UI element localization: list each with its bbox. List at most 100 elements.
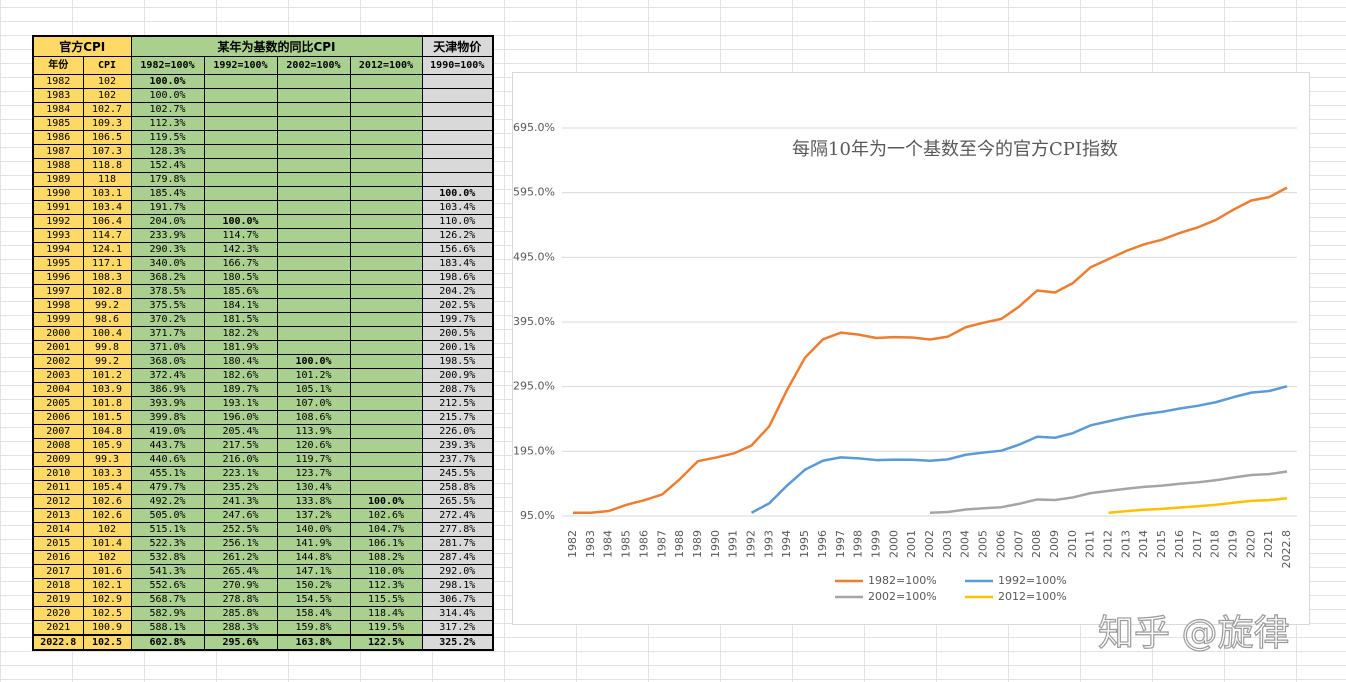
cell: 102.5 — [82, 634, 132, 651]
cell — [276, 74, 351, 89]
cell: 265.4% — [203, 564, 278, 579]
cell: 2014 — [32, 522, 84, 537]
cell — [203, 130, 278, 145]
cell: 183.4% — [421, 256, 494, 271]
cell — [276, 186, 351, 201]
cell — [203, 200, 278, 215]
cell: 371.0% — [130, 340, 205, 355]
x-tick-label: 2012 — [1102, 530, 1115, 558]
cell: 100.9 — [82, 620, 132, 636]
x-tick-label: 2018 — [1209, 530, 1222, 558]
x-tick-label: 1992 — [745, 530, 758, 558]
cell: 287.4% — [421, 550, 494, 565]
cell — [203, 88, 278, 103]
cell: 179.8% — [130, 172, 205, 187]
cell: 2005 — [32, 396, 84, 411]
cell: 281.7% — [421, 536, 494, 551]
cell: 1996 — [32, 270, 84, 285]
cell: 158.4% — [276, 606, 351, 621]
cell — [276, 312, 351, 327]
cell — [349, 270, 423, 285]
cell: 1985 — [32, 116, 84, 131]
x-tick-label: 1983 — [584, 530, 597, 558]
cell: 258.8% — [421, 480, 494, 495]
cell: 102 — [82, 88, 132, 103]
chart-title: 每隔10年为一个基数至今的官方CPI指数 — [792, 139, 1118, 160]
cell: 101.4 — [82, 536, 132, 551]
cell: 2006 — [32, 410, 84, 425]
cell: 278.8% — [203, 592, 278, 607]
cell: 106.5 — [82, 130, 132, 145]
cell: 277.8% — [421, 522, 494, 537]
cell — [276, 326, 351, 341]
cell: 185.4% — [130, 186, 205, 201]
cell: 109.3 — [82, 116, 132, 131]
cell: 265.5% — [421, 494, 494, 509]
cell — [276, 340, 351, 355]
x-tick-label: 2000 — [887, 530, 900, 558]
cell: 198.5% — [421, 354, 494, 369]
legend-label: 1992=100% — [998, 574, 1067, 587]
cell — [276, 256, 351, 271]
cell: 101.2% — [276, 368, 351, 383]
cell: 582.9% — [130, 606, 205, 621]
cell: 241.3% — [203, 494, 278, 509]
cell: 2020 — [32, 606, 84, 621]
cell: 123.7% — [276, 466, 351, 481]
cell: 455.1% — [130, 466, 205, 481]
cell: 152.4% — [130, 158, 205, 173]
x-tick-label: 2013 — [1119, 530, 1132, 558]
cell: 102.5 — [82, 606, 132, 621]
cell: 141.9% — [276, 536, 351, 551]
cell: 2008 — [32, 438, 84, 453]
cell: 180.4% — [203, 354, 278, 369]
y-tick-label: 195.0% — [513, 444, 555, 457]
cell: 106.4 — [82, 214, 132, 229]
cell — [349, 102, 423, 117]
legend-label: 2002=100% — [868, 590, 937, 603]
cell: 216.0% — [203, 452, 278, 467]
cell: 120.6% — [276, 438, 351, 453]
cell — [276, 200, 351, 215]
cell — [349, 172, 423, 187]
cell: 1993 — [32, 228, 84, 243]
cell: 102.1 — [82, 578, 132, 593]
cell: 110.0% — [421, 214, 494, 229]
header-cell: 1982=100% — [130, 56, 205, 75]
cell: 100.0% — [203, 214, 278, 229]
x-tick-label: 2009 — [1048, 530, 1061, 558]
cell — [349, 74, 423, 89]
x-tick-label: 2016 — [1173, 530, 1186, 558]
cell: 2000 — [32, 326, 84, 341]
cell: 124.1 — [82, 242, 132, 257]
watermark: 知乎 @旋律 — [1097, 612, 1290, 654]
cell: 340.0% — [130, 256, 205, 271]
cell: 180.5% — [203, 270, 278, 285]
cell — [276, 172, 351, 187]
cell — [349, 256, 423, 271]
cell: 154.5% — [276, 592, 351, 607]
cell — [421, 74, 494, 89]
cell: 100.4 — [82, 326, 132, 341]
header-cell: 天津物价 — [421, 35, 494, 57]
x-tick-label: 2008 — [1030, 530, 1043, 558]
cell: 295.6% — [203, 634, 278, 651]
cell: 588.1% — [130, 620, 205, 636]
cell: 419.0% — [130, 424, 205, 439]
cell: 272.4% — [421, 508, 494, 523]
cell: 1987 — [32, 144, 84, 159]
cell: 102 — [82, 74, 132, 89]
x-tick-label: 2014 — [1137, 530, 1150, 558]
x-tick-label: 2004 — [959, 530, 972, 558]
cell: 368.0% — [130, 354, 205, 369]
x-tick-label: 2022.8 — [1280, 530, 1293, 569]
cell — [421, 144, 494, 159]
cell: 103.4% — [421, 200, 494, 215]
cell: 306.7% — [421, 592, 494, 607]
cell — [203, 186, 278, 201]
cell — [349, 382, 423, 397]
cell: 126.2% — [421, 228, 494, 243]
cell: 223.1% — [203, 466, 278, 481]
header-cell: CPI — [82, 56, 132, 75]
header-cell: 2002=100% — [276, 56, 351, 75]
